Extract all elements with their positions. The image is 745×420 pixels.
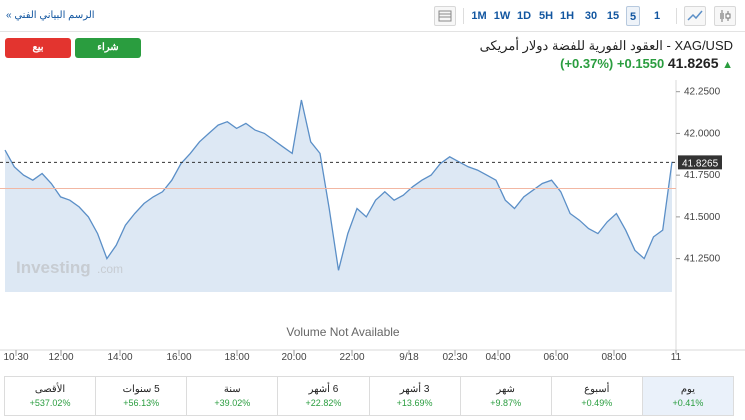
chart-toolbar: الرسم البياني الفني » 1M 1W 1D 5H 1H 30 15 5 1 [0, 0, 745, 32]
period-cell[interactable]: شهر +9.87% [461, 377, 552, 415]
price-row: (+0.37%) +0.1550 41.8265 ▲ [560, 55, 733, 71]
watermark-logo-suffix: .com [97, 262, 123, 276]
timeframe-15[interactable]: 15 [606, 10, 620, 22]
last-price-badge [678, 155, 722, 170]
table-view-icon[interactable] [434, 6, 456, 26]
x-tick-label: 22:00 [339, 352, 364, 363]
y-tick-label: 42.2500 [684, 87, 721, 98]
period-label: 6 أشهر [308, 384, 339, 395]
x-tick-label: 04:00 [485, 352, 510, 363]
performance-periods: الأقصى +537.02% 5 سنوات +56.13% سنة +39.02% 6 … [4, 376, 734, 416]
x-tick-label: 11 [671, 352, 682, 363]
volume-note: Volume Not Available [286, 325, 400, 339]
watermark-logo: Investing [16, 258, 91, 277]
x-tick-label: 02:30 [442, 352, 467, 363]
x-tick-label: 10:30 [3, 352, 28, 363]
period-cell[interactable]: 3 أشهر +13.69% [370, 377, 461, 415]
period-label: يوم [680, 384, 695, 395]
timeframe-1h[interactable]: 1H [559, 10, 575, 22]
period-label: شهر [496, 384, 515, 395]
x-tick-label: 16:00 [166, 352, 191, 363]
period-change: +9.87% [490, 398, 522, 408]
period-change: +56.13% [123, 398, 160, 408]
timeframe-1[interactable]: 1 [653, 10, 661, 22]
period-change: +39.02% [214, 398, 251, 408]
y-tick-label: 41.5000 [684, 212, 721, 223]
timeframe-1d[interactable]: 1D [516, 10, 532, 22]
x-tick-label: 14:00 [107, 352, 132, 363]
y-tick-label: 42.0000 [684, 128, 721, 139]
last-price: 41.8265 [667, 55, 719, 71]
period-cell[interactable]: 5 سنوات +56.13% [96, 377, 188, 415]
x-tick-label: 20:00 [281, 352, 306, 363]
timeframe-5[interactable]: 5 [626, 6, 640, 26]
period-label: سنة [223, 384, 241, 395]
period-cell[interactable]: سنة +39.02% [187, 377, 279, 415]
candlestick-chart-icon[interactable] [714, 6, 736, 26]
timeframe-30[interactable]: 30 [584, 10, 598, 22]
x-tick-label: 08:00 [601, 352, 626, 363]
price-line [4, 99, 673, 271]
sell-button[interactable]: بيع [5, 38, 71, 58]
period-label: 3 أشهر [399, 384, 430, 395]
x-tick-label: 12:00 [48, 352, 73, 363]
period-cell[interactable]: الأقصى +537.02% [5, 377, 97, 415]
period-cell[interactable]: يوم +0.41% [642, 377, 733, 415]
line-chart-icon[interactable] [684, 6, 706, 26]
change-percent: (+0.37%) [560, 56, 614, 71]
period-label: أسبوع [584, 384, 610, 395]
period-cell[interactable]: 6 أشهر +22.82% [278, 377, 370, 415]
price-area [5, 100, 672, 292]
price-chart[interactable]: 42.2500 42.0000 41.7500 41.5000 41.2500 41.82… [0, 80, 745, 370]
period-change: +22.82% [305, 398, 342, 408]
period-label: الأقصى [34, 384, 66, 395]
timeframe-5h[interactable]: 5H [538, 10, 554, 22]
x-tick-label: 06:00 [543, 352, 568, 363]
y-tick-label: 41.2500 [684, 254, 721, 265]
timeframe-1m[interactable]: 1M [471, 10, 487, 22]
timeframe-1w[interactable]: 1W [493, 10, 511, 22]
period-change: +537.02% [29, 398, 71, 408]
instrument-title: XAG/USD - العقود الفورية للفضة دولار أمر… [479, 38, 733, 53]
y-tick-label: 41.7500 [684, 170, 721, 181]
advanced-chart-link[interactable]: الرسم البياني الفني » [6, 10, 95, 21]
period-cell[interactable]: أسبوع +0.49% [552, 377, 643, 415]
period-change: +13.69% [396, 398, 433, 408]
x-tick-label: 18:00 [224, 352, 249, 363]
x-tick-label: 9/18 [399, 352, 419, 363]
change-value: +0.1550 [616, 56, 665, 71]
period-change: +0.49% [581, 398, 613, 408]
period-change: +0.41% [672, 398, 704, 408]
period-label: 5 سنوات [122, 384, 160, 395]
up-arrow-icon: ▲ [722, 59, 733, 71]
buy-button[interactable]: شراء [75, 38, 141, 58]
last-price-label: 41.8265 [682, 158, 719, 169]
